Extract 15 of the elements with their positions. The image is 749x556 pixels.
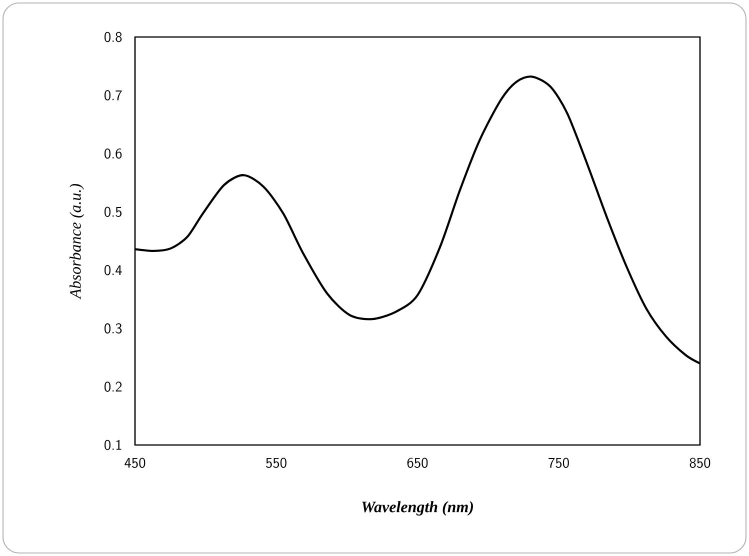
y-tick-label: 0.8 — [104, 32, 122, 42]
x-axis-title: Wavelength (nm) — [362, 501, 473, 516]
y-tick-label: 0.4 — [104, 265, 122, 276]
x-tick-label: 450 — [124, 458, 146, 468]
y-tick-label: 0.2 — [104, 382, 122, 392]
x-tick-label: 650 — [407, 458, 428, 468]
y-tick-label: 0.7 — [104, 90, 122, 100]
x-tick-label: 750 — [548, 458, 569, 468]
y-tick-label: 0.3 — [104, 323, 122, 334]
x-tick-label: 550 — [266, 458, 286, 468]
y-tick-label: 0.5 — [104, 206, 122, 217]
y-tick-label: 0.1 — [104, 440, 122, 450]
x-tick-label: 850 — [690, 458, 710, 468]
y-axis-title: Absorbance (a.u.) — [70, 184, 84, 300]
y-tick-label: 0.6 — [104, 148, 122, 159]
